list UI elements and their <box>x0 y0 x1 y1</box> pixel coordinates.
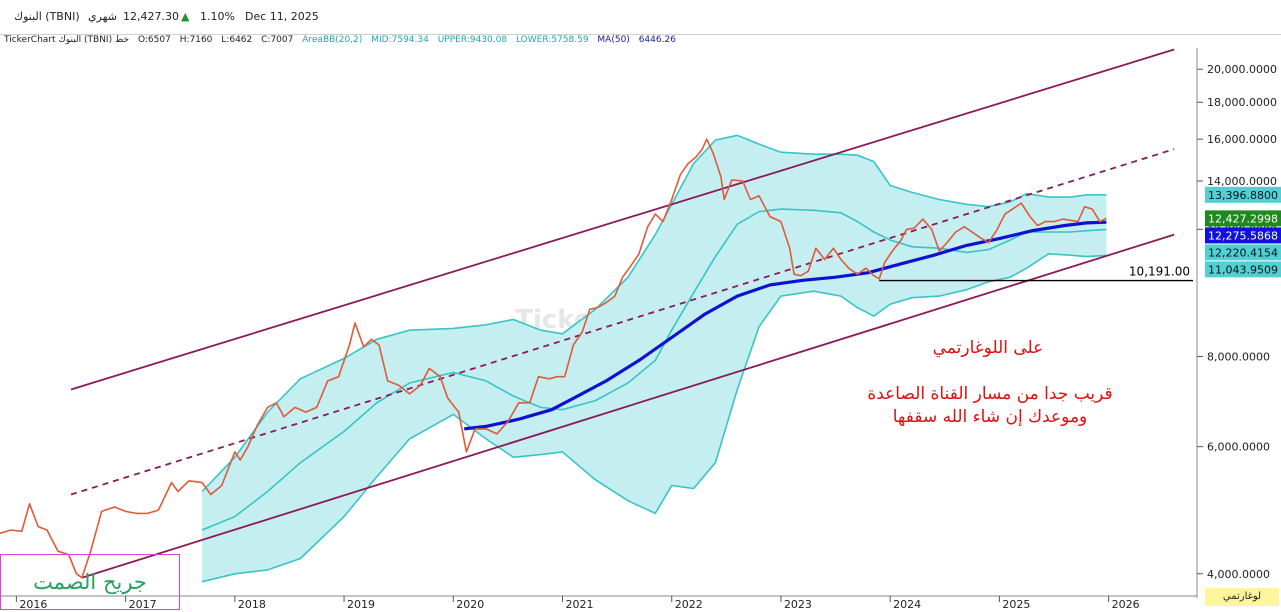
indicator-info-bar: TickerChart البنوك (TBNI) خط O:6507 H:71… <box>0 35 1281 48</box>
y-tick-label: 20,000.0000 <box>1207 63 1277 76</box>
high-value: H:7160 <box>179 35 213 45</box>
top-bar: البنوك (TBNI) شهري 12,427.30 ▲ 1.10% Dec… <box>0 0 1281 35</box>
price-chart[interactable]: TickerChart 10,191.00 20,000.000018,000.… <box>0 48 1281 612</box>
value-badge: 12,275.5868 <box>1205 227 1281 244</box>
change-percent: 1.10% <box>200 10 235 23</box>
ma50-line <box>464 220 1107 431</box>
price-line <box>0 138 1107 579</box>
svg-text:13,396.8800: 13,396.8800 <box>1208 189 1278 202</box>
close-value: C:7007 <box>261 35 294 45</box>
annotation-channel: قريب جدا من مسار القناة الصاعدة <box>867 384 1113 404</box>
last-price: 12,427.30 <box>123 10 179 23</box>
y-tick-label: 4,000.0000 <box>1207 568 1270 581</box>
ma-value: 6446.26 <box>638 35 676 45</box>
y-tick-label: 16,000.0000 <box>1207 133 1277 146</box>
x-tick-label: 2019 <box>347 598 375 611</box>
open-value: O:6507 <box>137 35 171 45</box>
symbol-name[interactable]: البنوك (TBNI) <box>14 10 80 23</box>
svg-text:11,043.9509: 11,043.9509 <box>1208 263 1278 276</box>
value-badge: 12,220.4154 <box>1205 244 1281 261</box>
support-line-label: 10,191.00 <box>1129 265 1190 279</box>
svg-text:12,220.4154: 12,220.4154 <box>1208 246 1278 259</box>
x-tick-label: 2020 <box>456 598 484 611</box>
x-tick-label: 2021 <box>566 598 594 611</box>
y-tick-label: 8,000.0000 <box>1207 350 1270 363</box>
bb-lower: LOWER:5758.59 <box>515 35 589 45</box>
x-tick-label: 2022 <box>675 598 703 611</box>
x-tick-label: 2024 <box>893 598 921 611</box>
bb-upper: UPPER:9430.08 <box>437 35 508 45</box>
annotation-target: وموعدك إن شاء الله سقفها <box>892 407 1088 427</box>
quote-date: Dec 11, 2025 <box>245 10 319 23</box>
low-value: L:6462 <box>221 35 253 45</box>
channel-upper-line[interactable] <box>70 48 1175 391</box>
x-tick-label: 2016 <box>19 598 47 611</box>
svg-text:12,427.2998: 12,427.2998 <box>1208 212 1278 225</box>
bollinger-mid-line <box>201 208 1107 531</box>
ma-name: MA(50) <box>597 35 630 45</box>
log-scale-button[interactable]: لوغارتمي <box>1205 588 1279 606</box>
x-tick-label: 2025 <box>1002 598 1030 611</box>
y-tick-label: 14,000.0000 <box>1207 175 1277 188</box>
channel-mid-line[interactable] <box>70 148 1175 496</box>
bb-name: AreaBB(20,2) <box>302 35 363 45</box>
x-tick-label: 2017 <box>129 598 157 611</box>
y-tick-label: 18,000.0000 <box>1207 96 1277 109</box>
value-badge: 11,043.9509 <box>1205 261 1281 278</box>
value-badge: 13,396.8800 <box>1205 186 1281 203</box>
bollinger-band-area <box>202 135 1107 582</box>
channel-lower-line[interactable] <box>81 233 1175 579</box>
x-tick-label: 2023 <box>784 598 812 611</box>
author-signature: جريح الصمت <box>0 554 180 610</box>
bb-mid: MID:7594.34 <box>371 35 429 45</box>
chart-source: TickerChart البنوك (TBNI) خط <box>4 35 130 45</box>
x-tick-label: 2026 <box>1112 598 1140 611</box>
x-tick-label: 2018 <box>238 598 266 611</box>
annotation-log-scale: على اللوغارتمي <box>932 338 1044 358</box>
y-tick-label: 6,000.0000 <box>1207 441 1270 454</box>
up-arrow-icon: ▲ <box>181 10 190 23</box>
value-badge: 12,427.2998 <box>1205 210 1281 227</box>
period-label[interactable]: شهري <box>88 10 117 23</box>
bollinger-upper-line <box>201 134 1107 493</box>
svg-text:12,275.5868: 12,275.5868 <box>1208 229 1278 242</box>
